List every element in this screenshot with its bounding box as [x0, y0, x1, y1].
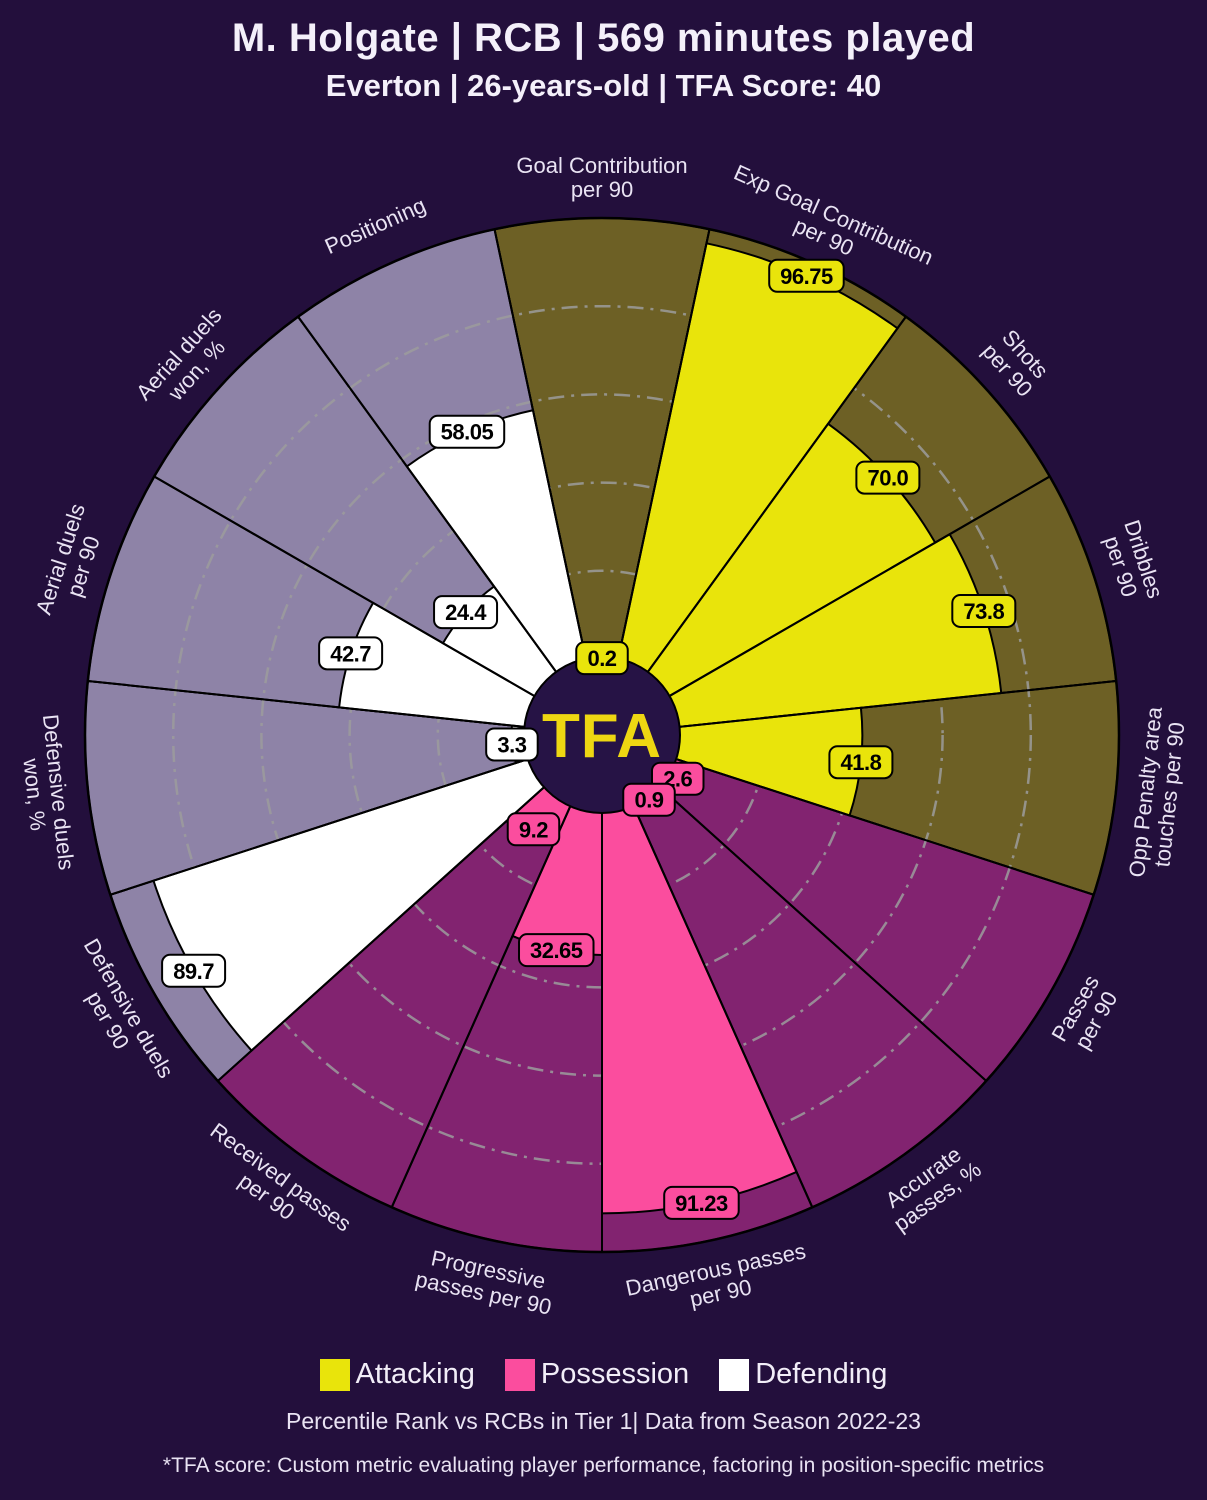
- axis-label-11: Defensive duelswon, %: [14, 713, 79, 874]
- axis-label-8: Progressivepasses per 90: [413, 1243, 558, 1320]
- value-box-12: [318, 636, 384, 671]
- axis-label-2: Shotsper 90: [977, 322, 1055, 401]
- possession-swatch-icon: [504, 1358, 535, 1391]
- legend-item-attacking: Attacking: [319, 1358, 475, 1391]
- axis-label-4: Opp Penalty areatouches per 90: [1124, 705, 1191, 881]
- value-label-9: 9.2: [519, 817, 548, 842]
- slice-boundary-11: [109, 734, 603, 896]
- legend-label-attacking: Attacking: [355, 1358, 475, 1390]
- slice-boundary-9: [390, 734, 603, 1208]
- legend-item-defending: Defending: [719, 1358, 887, 1391]
- value-box-8: [518, 933, 595, 968]
- tfa-score-footnote: *TFA score: Custom metric evaluating pla…: [162, 1454, 1045, 1477]
- legend-item-possession: Possession: [504, 1358, 690, 1391]
- slice-boundary-5: [601, 734, 1095, 896]
- slice-boundary-10: [217, 734, 603, 1082]
- page-subtitle: Everton | 26-years-old | TFA Score: 40: [325, 68, 882, 103]
- value-label-10: 89.7: [173, 959, 214, 984]
- value-label-6: 0.9: [634, 788, 663, 813]
- attacking-swatch-icon: [319, 1358, 350, 1391]
- value-box-10: [161, 953, 227, 988]
- value-label-12: 42.7: [330, 641, 371, 666]
- value-label-4: 41.8: [840, 750, 881, 775]
- value-label-14: 58.05: [441, 420, 494, 445]
- defending-swatch-icon: [719, 1358, 750, 1391]
- axis-label-3: Dribblesper 90: [1096, 517, 1168, 609]
- slice-boundary-14: [297, 316, 603, 736]
- axis-label-5: Passesper 90: [1046, 971, 1125, 1058]
- chart-legend: Attacking Possession Defending: [0, 1358, 1207, 1391]
- axis-label-14: Positioning: [321, 192, 430, 259]
- value-box-11: [485, 727, 539, 762]
- value-box-1: [768, 258, 845, 293]
- legend-label-defending: Defending: [755, 1358, 888, 1390]
- value-box-2: [855, 460, 921, 495]
- value-box-4: [828, 745, 894, 780]
- value-box-9: [506, 812, 561, 847]
- value-box-7: [663, 1185, 740, 1220]
- value-label-1: 96.75: [780, 264, 833, 289]
- value-label-8: 32.65: [530, 938, 583, 963]
- slice-boundary-2: [601, 316, 907, 736]
- value-box-3: [951, 593, 1017, 628]
- slice-boundary-3: [601, 475, 1051, 736]
- chart-caption: Percentile Rank vs RCBs in Tier 1| Data …: [286, 1408, 921, 1434]
- legend-label-possession: Possession: [540, 1358, 690, 1390]
- value-label-11: 3.3: [497, 732, 526, 757]
- value-box-0: [575, 641, 629, 676]
- slice-boundary-13: [153, 475, 603, 736]
- outer-rim: [83, 216, 1121, 1254]
- value-label-0: 0.2: [587, 646, 616, 671]
- axis-label-7: Dangerous passesper 90: [623, 1238, 813, 1324]
- page-title: M. Holgate | RCB | 569 minutes played: [231, 16, 976, 60]
- slice-boundary-12: [87, 679, 603, 736]
- axis-label-0: Goal Contribution per 90: [516, 153, 687, 202]
- slice-boundary-4: [601, 679, 1117, 736]
- value-box-14: [428, 414, 506, 449]
- value-box-13: [433, 595, 499, 630]
- value-label-3: 73.8: [963, 599, 1004, 624]
- value-label-2: 70.0: [867, 466, 908, 491]
- value-label-13: 24.4: [445, 600, 487, 625]
- value-box-6: [622, 782, 676, 817]
- value-label-7: 91.23: [675, 1191, 728, 1216]
- tfa-logo: TFA: [542, 702, 662, 771]
